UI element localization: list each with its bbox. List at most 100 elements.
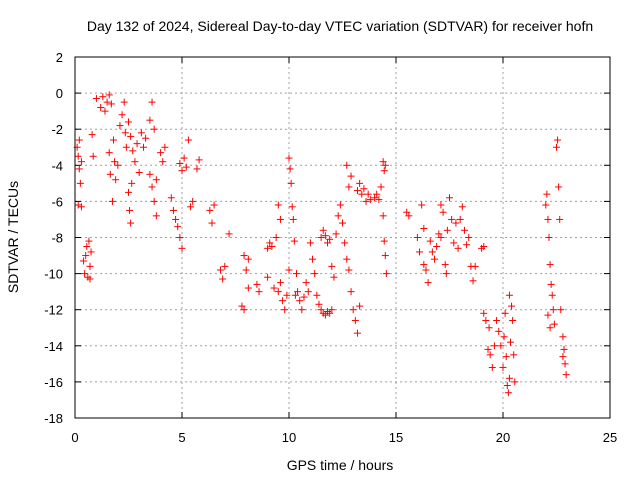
data-point (127, 132, 135, 140)
data-point (206, 206, 214, 214)
data-point (131, 158, 139, 166)
data-point (500, 333, 508, 341)
data-point (505, 291, 513, 299)
data-point (82, 252, 90, 260)
data-point (107, 100, 115, 108)
data-point (121, 129, 129, 137)
data-point (217, 266, 225, 274)
data-point (309, 255, 317, 263)
data-points (73, 91, 570, 397)
data-point (450, 239, 458, 247)
data-point (88, 131, 96, 139)
data-point (506, 338, 514, 346)
data-point (416, 248, 424, 256)
data-point (360, 185, 368, 193)
data-point (240, 306, 248, 314)
data-point (319, 226, 327, 234)
data-point (208, 219, 216, 227)
data-point (161, 143, 169, 151)
data-point (279, 297, 287, 305)
data-point (446, 194, 453, 202)
data-point (362, 197, 370, 205)
data-point (554, 136, 562, 144)
data-point (511, 378, 519, 386)
data-point (499, 363, 507, 371)
y-tick-label: -4 (51, 158, 63, 173)
data-point (341, 239, 349, 247)
data-point (125, 118, 132, 126)
data-point (328, 306, 336, 314)
data-point (373, 190, 381, 198)
data-point (184, 136, 192, 144)
data-point (456, 215, 464, 223)
data-point (545, 234, 553, 241)
data-point (553, 143, 560, 151)
data-point (356, 302, 364, 310)
data-point (542, 201, 550, 209)
data-point (503, 382, 511, 390)
data-point (543, 190, 551, 198)
data-point (544, 311, 552, 319)
data-point (493, 317, 501, 325)
data-point (465, 234, 473, 241)
data-point (302, 279, 310, 287)
data-point (339, 219, 346, 227)
data-point (268, 243, 276, 251)
data-point (86, 275, 94, 283)
data-point (210, 201, 218, 209)
y-tick-label: -12 (44, 303, 63, 318)
data-point (108, 197, 116, 205)
data-point (285, 266, 293, 274)
data-point (403, 208, 411, 216)
data-point (336, 201, 344, 209)
data-point (110, 136, 118, 144)
data-point (75, 165, 83, 173)
data-point (443, 226, 451, 234)
data-point (291, 291, 299, 299)
x-tick-label: 0 (71, 430, 78, 445)
y-tick-label: -8 (51, 231, 63, 246)
data-point (561, 360, 569, 368)
data-point (437, 201, 445, 209)
data-point (317, 234, 325, 241)
data-point (193, 165, 201, 173)
data-point (343, 255, 351, 263)
data-point (101, 107, 109, 115)
data-point (142, 134, 150, 142)
data-point (482, 317, 490, 325)
data-point (148, 183, 156, 191)
data-point (544, 215, 552, 223)
data-point (546, 261, 554, 269)
data-point (328, 262, 336, 270)
data-point (413, 234, 421, 241)
data-point (139, 143, 147, 151)
data-point (180, 154, 188, 162)
data-point (560, 345, 568, 353)
data-point (379, 212, 387, 220)
data-point (178, 167, 186, 175)
data-point (105, 91, 113, 99)
y-tick-label: 2 (56, 50, 63, 65)
data-point (272, 234, 280, 241)
data-point (290, 237, 298, 245)
data-point (366, 196, 374, 204)
data-point (176, 159, 184, 167)
data-point (347, 172, 355, 180)
data-point (152, 176, 160, 184)
data-point (345, 183, 353, 191)
data-point (371, 194, 379, 202)
data-point (422, 266, 430, 274)
data-point (283, 291, 291, 299)
data-point (324, 239, 332, 247)
data-point (504, 389, 512, 397)
data-point (562, 371, 570, 379)
data-point (484, 345, 492, 353)
data-point (458, 203, 466, 211)
data-point (169, 206, 177, 214)
data-point (255, 288, 263, 296)
grid-lines (75, 57, 610, 418)
data-point (405, 212, 413, 220)
data-point (80, 257, 88, 265)
x-tick-label: 5 (178, 430, 185, 445)
data-point (358, 190, 366, 198)
